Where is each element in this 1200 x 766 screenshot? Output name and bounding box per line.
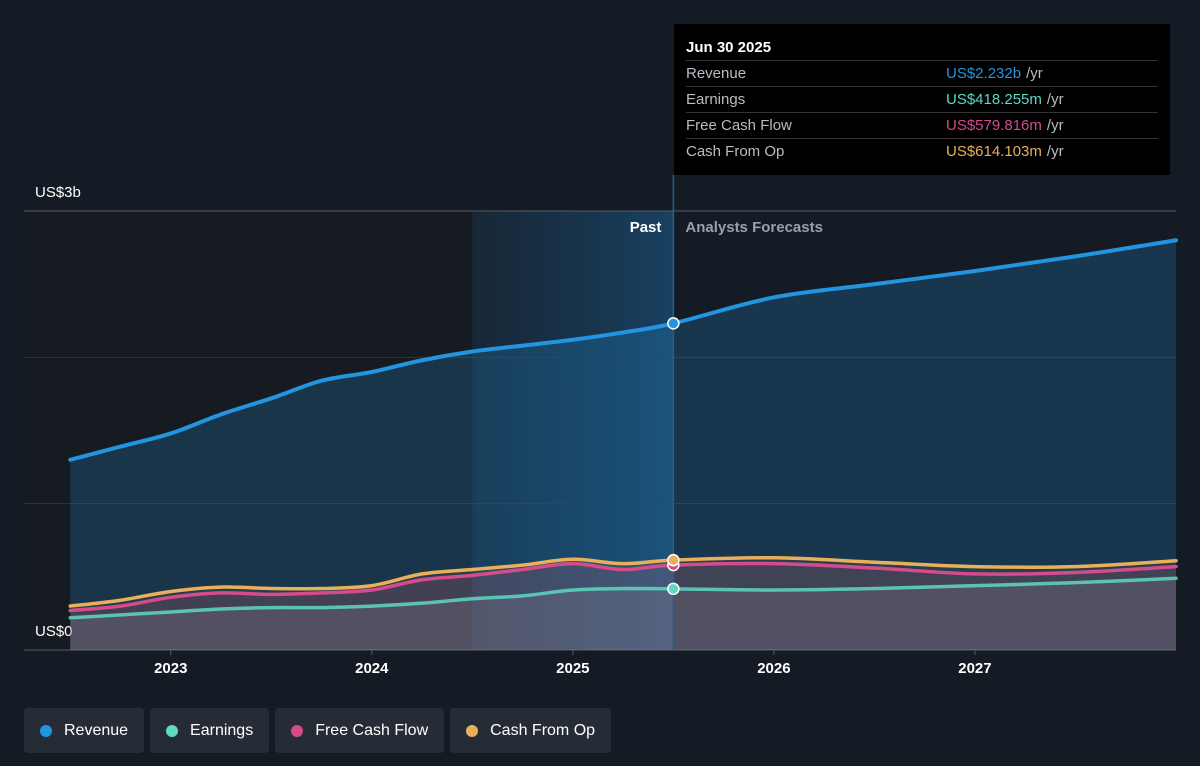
hover-marker bbox=[667, 317, 680, 330]
area bbox=[70, 557, 1176, 650]
legend-label: Revenue bbox=[64, 721, 129, 739]
legend-item[interactable]: Earnings bbox=[150, 708, 270, 753]
past-label: Past bbox=[630, 219, 662, 236]
tooltip-date: Jun 30 2025 bbox=[686, 39, 772, 56]
tooltip-value: US$418.255m bbox=[946, 91, 1042, 108]
legend-label: Earnings bbox=[190, 721, 254, 739]
chart: US$0 US$3b 2023 2024 2025 2026 2027 Past Analyst… bbox=[24, 175, 1178, 677]
tooltip-suffix: /yr bbox=[1046, 143, 1064, 160]
line bbox=[68, 576, 1178, 620]
legend-item[interactable]: Free Cash Flow bbox=[275, 708, 445, 753]
line bbox=[68, 561, 1178, 613]
x-tick-label: 2023 bbox=[154, 660, 187, 677]
area bbox=[70, 240, 1176, 650]
tooltip-suffix: /yr bbox=[1046, 117, 1064, 134]
tooltip-suffix: /yr bbox=[1026, 65, 1043, 82]
forecast-label: Analysts Forecasts bbox=[685, 219, 823, 236]
tooltip-label: Cash From Op bbox=[686, 143, 785, 160]
area bbox=[70, 563, 1176, 650]
tooltip-row: Free Cash Flow US$579.816m/yr bbox=[686, 112, 1158, 138]
tooltip-suffix: /yr bbox=[1046, 91, 1064, 108]
tooltip-value: US$614.103m bbox=[946, 143, 1042, 160]
tooltip-value: US$579.816m bbox=[946, 117, 1042, 134]
legend-swatch bbox=[40, 724, 52, 737]
area bbox=[70, 578, 1176, 650]
legend-label: Free Cash Flow bbox=[315, 721, 429, 739]
legend-label: Cash From Op bbox=[490, 721, 596, 739]
tooltip-row: Revenue US$2.232b/yr bbox=[686, 60, 1158, 86]
x-tick-label: 2026 bbox=[757, 660, 790, 677]
x-tick-label: 2027 bbox=[958, 660, 991, 677]
tooltip-value: US$2.232b bbox=[946, 65, 1022, 82]
highlight-band bbox=[472, 211, 674, 650]
hover-marker bbox=[667, 553, 680, 567]
y-tick-label: US$3b bbox=[35, 184, 81, 201]
x-tick-label: 2024 bbox=[355, 660, 389, 677]
tooltip-label: Free Cash Flow bbox=[686, 117, 792, 134]
legend-swatch bbox=[466, 724, 479, 737]
legend-item[interactable]: Cash From Op bbox=[450, 708, 612, 753]
line bbox=[68, 238, 1178, 462]
hover-marker bbox=[667, 582, 680, 596]
legend-swatch bbox=[291, 724, 304, 737]
legend-swatch bbox=[166, 724, 179, 737]
legend-item[interactable]: Revenue bbox=[24, 708, 145, 753]
tooltip-label: Earnings bbox=[686, 91, 746, 108]
legend: Revenue Earnings Free Cash Flow Cash From O… bbox=[24, 708, 612, 753]
past-background bbox=[24, 211, 473, 650]
y-tick-label: US$0 bbox=[35, 623, 73, 640]
tooltip: Jun 30 2025 Revenue US$2.232b/yr Earnings U… bbox=[674, 24, 1170, 175]
x-tick-label: 2025 bbox=[556, 660, 589, 677]
tooltip-row: Earnings US$418.255m/yr bbox=[686, 86, 1158, 112]
tooltip-row: Cash From Op US$614.103m/yr bbox=[686, 138, 1158, 164]
tooltip-label: Revenue bbox=[686, 65, 747, 82]
line bbox=[68, 556, 1178, 608]
